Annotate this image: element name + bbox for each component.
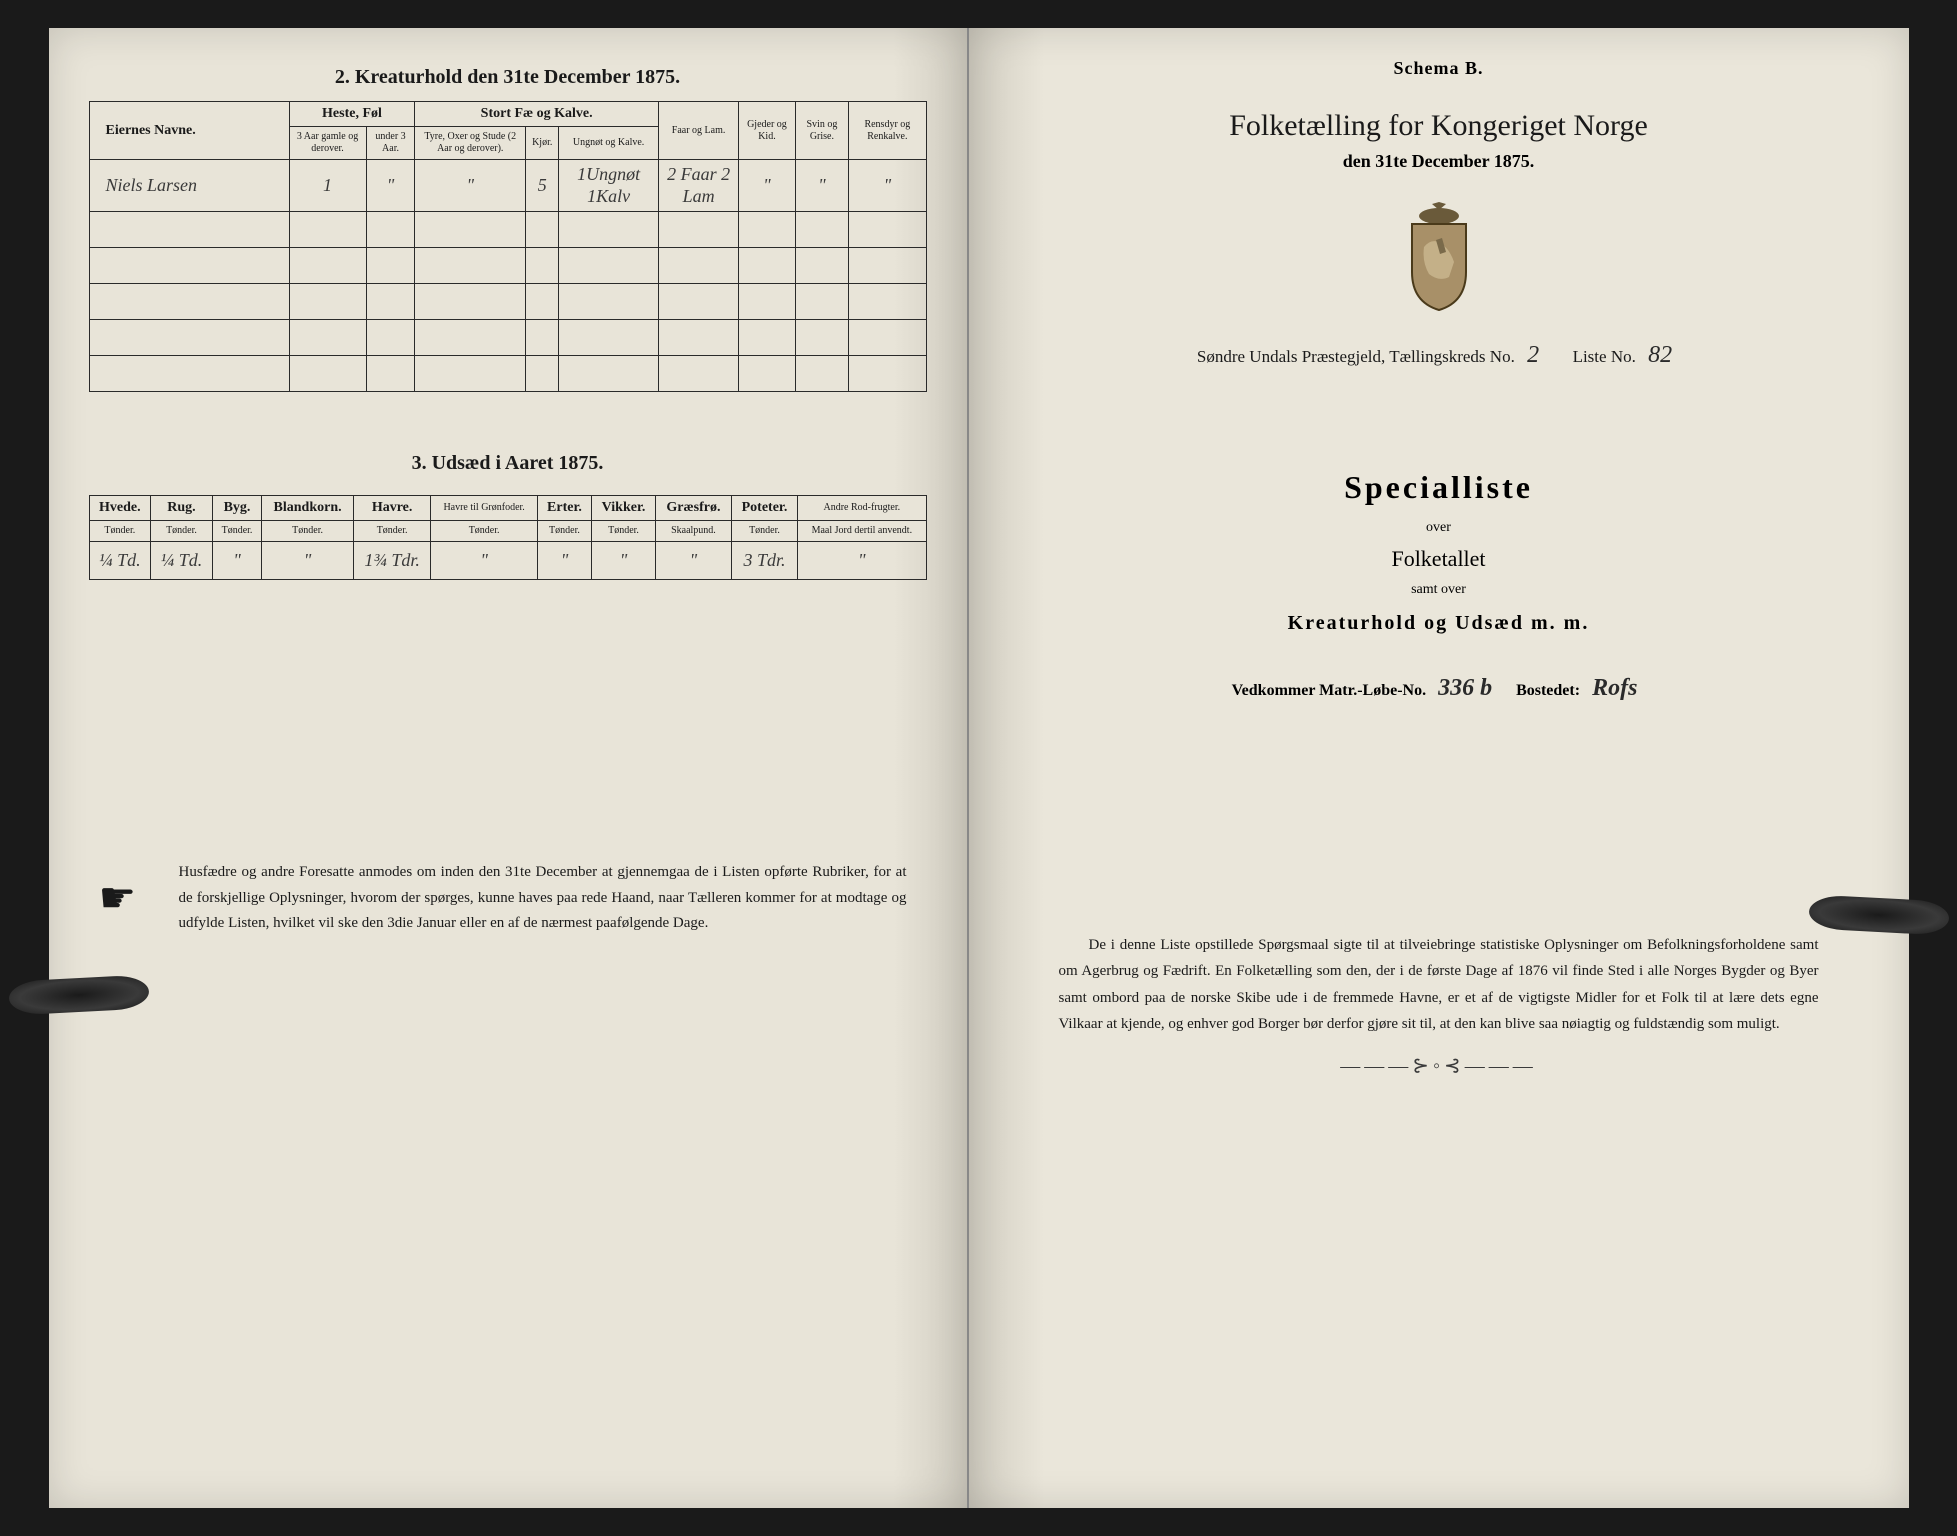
- cell: ": [656, 542, 732, 580]
- cell: ": [592, 542, 656, 580]
- cell: ": [798, 542, 926, 580]
- samt-over: samt over: [1029, 582, 1849, 598]
- th-peas: Erter.: [537, 496, 591, 521]
- th-owner: Eiernes Navne.: [89, 102, 289, 160]
- th-unit: Tønder.: [151, 521, 213, 542]
- cell: ": [431, 542, 538, 580]
- table-row: [89, 284, 926, 320]
- table-row: ¼ Td. ¼ Td. " " 1¾ Tdr. " " " " 3 Tdr. ": [89, 542, 926, 580]
- th-cattle-sub3: Ungnøt og Kalve.: [559, 127, 659, 160]
- th-sheep: Faar og Lam.: [658, 102, 738, 160]
- census-title: Folketælling for Kongeriget Norge: [1029, 109, 1849, 143]
- th-mixed: Blandkorn.: [262, 496, 354, 521]
- cell: 1: [289, 160, 366, 212]
- cell-owner: Niels Larsen: [89, 160, 289, 212]
- circle-no: 2: [1519, 342, 1547, 368]
- flourish-ornament: ———⊱◦⊰———: [1029, 1053, 1849, 1078]
- th-potato: Poteter.: [731, 496, 797, 521]
- cell: ": [537, 542, 591, 580]
- th-pigs: Svin og Grise.: [795, 102, 849, 160]
- th-wheat: Hvede.: [89, 496, 151, 521]
- parish-line: Søndre Undals Præstegjeld, Tællingskreds…: [1029, 342, 1849, 369]
- cell: 1¾ Tdr.: [353, 542, 430, 580]
- book-spread: 2. Kreaturhold den 31te December 1875. E…: [49, 28, 1909, 1508]
- cell: ": [262, 542, 354, 580]
- th-unit: Tønder.: [592, 521, 656, 542]
- section2-title: 2. Kreaturhold den 31te December 1875.: [89, 66, 927, 89]
- cell: ": [849, 160, 926, 212]
- folketallet: Folketallet: [1029, 546, 1849, 572]
- th-horses-sub1: 3 Aar gamle og derover.: [289, 127, 366, 160]
- matr-no: 336 b: [1430, 675, 1500, 701]
- right-footnote: De i denne Liste opstillede Spørgsmaal s…: [1029, 932, 1849, 1037]
- th-unit: Tønder.: [212, 521, 262, 542]
- th-unit: Tønder.: [262, 521, 354, 542]
- th-oats: Havre.: [353, 496, 430, 521]
- bosted-label: Bostedet:: [1516, 682, 1580, 699]
- cell: ": [415, 160, 526, 212]
- th-goats: Gjeder og Kid.: [739, 102, 795, 160]
- cell: ": [739, 160, 795, 212]
- th-oats-fodder: Havre til Grønfoder.: [431, 496, 538, 521]
- cell: ¼ Td.: [151, 542, 213, 580]
- specialliste-title: Specialliste: [1029, 469, 1849, 506]
- cell: 2 Faar 2 Lam: [658, 160, 738, 212]
- cell: ": [366, 160, 415, 212]
- footnote-text: Husfædre og andre Foresatte anmodes om i…: [179, 864, 907, 931]
- th-barley: Byg.: [212, 496, 262, 521]
- over-text: over: [1029, 520, 1849, 536]
- th-cattle-sub1: Tyre, Oxer og Stude (2 Aar og derover).: [415, 127, 526, 160]
- table-row: [89, 356, 926, 392]
- cell: ¼ Td.: [89, 542, 151, 580]
- th-unit: Maal Jord dertil anvendt.: [798, 521, 926, 542]
- cell: 5: [526, 160, 559, 212]
- section3-title: 3. Udsæd i Aaret 1875.: [89, 452, 927, 475]
- th-unit: Tønder.: [353, 521, 430, 542]
- th-unit: Skaalpund.: [656, 521, 732, 542]
- cell: 3 Tdr.: [731, 542, 797, 580]
- cell: ": [212, 542, 262, 580]
- matr-line: Vedkommer Matr.-Løbe-No. 336 b Bostedet:…: [1029, 675, 1849, 702]
- th-grass: Græsfrø.: [656, 496, 732, 521]
- left-footnote: ☛ Husfædre og andre Foresatte anmodes om…: [89, 860, 927, 937]
- th-unit: Tønder.: [537, 521, 591, 542]
- pointing-hand-icon: ☛: [99, 864, 137, 935]
- list-label: Liste No.: [1573, 347, 1636, 366]
- census-date: den 31te December 1875.: [1029, 151, 1849, 172]
- right-page: Schema B. Folketælling for Kongeriget No…: [969, 28, 1909, 1508]
- bosted: Rofs: [1584, 675, 1645, 701]
- left-page: 2. Kreaturhold den 31te December 1875. E…: [49, 28, 969, 1508]
- th-reindeer: Rensdyr og Renkalve.: [849, 102, 926, 160]
- schema-label: Schema B.: [1029, 58, 1849, 79]
- th-unit: Tønder.: [89, 521, 151, 542]
- th-horses: Heste, Føl: [289, 102, 415, 127]
- table-row: [89, 212, 926, 248]
- th-unit: Tønder.: [731, 521, 797, 542]
- cell: ": [795, 160, 849, 212]
- seed-table: Hvede. Rug. Byg. Blandkorn. Havre. Havre…: [89, 495, 927, 580]
- th-horses-sub2: under 3 Aar.: [366, 127, 415, 160]
- kreatur-line: Kreaturhold og Udsæd m. m.: [1029, 612, 1849, 635]
- table-row: [89, 248, 926, 284]
- matr-label: Vedkommer Matr.-Løbe-No.: [1232, 682, 1427, 699]
- cell: 1Ungnøt 1Kalv: [559, 160, 659, 212]
- th-vetch: Vikker.: [592, 496, 656, 521]
- th-cattle-sub2: Kjør.: [526, 127, 559, 160]
- table-row: Niels Larsen 1 " " 5 1Ungnøt 1Kalv 2 Faa…: [89, 160, 926, 212]
- table-row: [89, 320, 926, 356]
- livestock-table: Eiernes Navne. Heste, Føl Stort Fæ og Ka…: [89, 101, 927, 392]
- th-unit: Tønder.: [431, 521, 538, 542]
- list-no: 82: [1640, 342, 1680, 368]
- th-cattle: Stort Fæ og Kalve.: [415, 102, 658, 127]
- parish-prefix: Søndre Undals Præstegjeld, Tællingskreds…: [1197, 347, 1515, 366]
- th-roots: Andre Rod-frugter.: [798, 496, 926, 521]
- th-rye: Rug.: [151, 496, 213, 521]
- coat-of-arms-icon: [1394, 202, 1484, 312]
